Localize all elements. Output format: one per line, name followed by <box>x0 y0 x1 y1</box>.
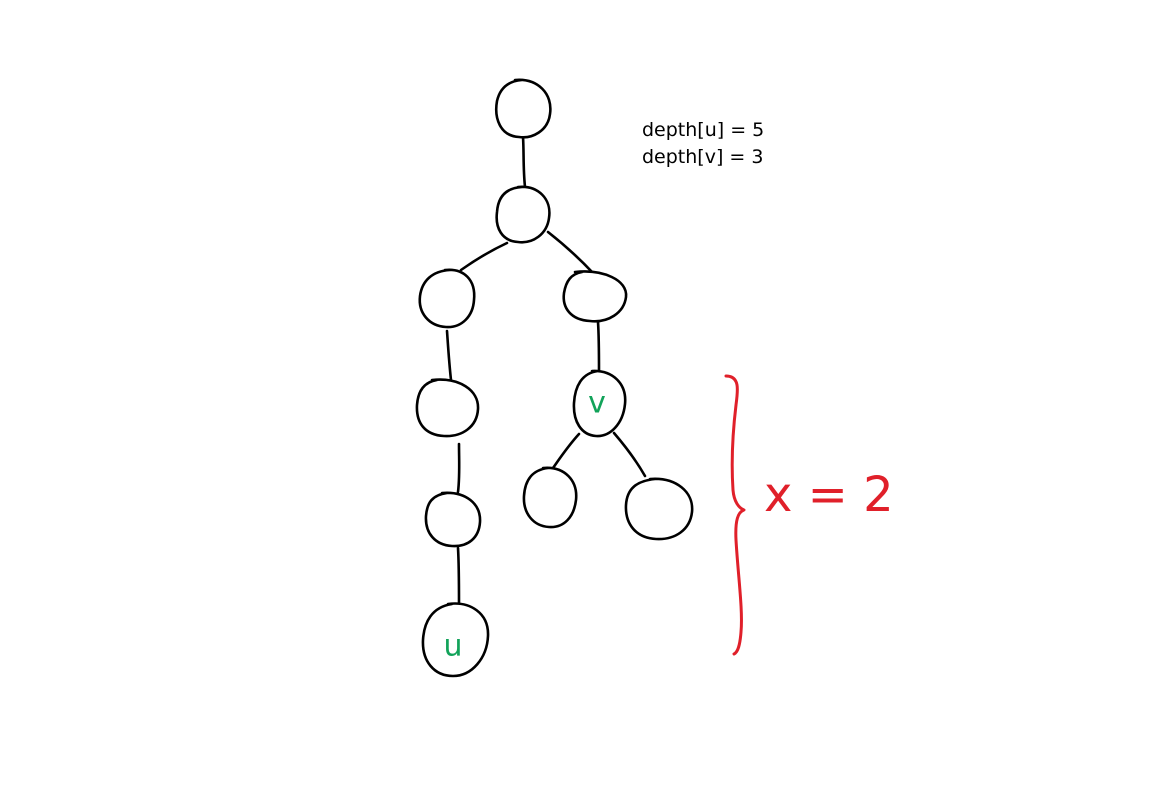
tree-node-right-level-2 <box>562 270 628 323</box>
tree-node-left-level-2 <box>418 268 476 329</box>
tree-node-left-level-3 <box>415 378 480 438</box>
tree-node-v-left-child <box>522 466 578 529</box>
tree-node-level-1 <box>495 185 551 244</box>
curly-brace <box>724 374 746 656</box>
nodes <box>415 78 694 678</box>
depth-v-note: depth[v] = 3 <box>642 146 763 168</box>
difference-label: x = 2 <box>764 467 894 523</box>
edge-n1-n5 <box>546 230 595 275</box>
node-u-label: u <box>443 629 462 664</box>
depth-u-note: depth[u] = 5 <box>642 119 764 141</box>
edge-n5-v <box>596 320 601 374</box>
tree-node-left-level-4 <box>424 491 482 548</box>
node-v-label: v <box>588 386 606 421</box>
tree-node-root <box>495 78 552 139</box>
edge-n2-n3 <box>445 329 453 382</box>
tree-node-v-right-child <box>624 477 694 541</box>
edge-v-n6 <box>551 432 581 470</box>
edges <box>445 135 647 606</box>
tree-node-v <box>572 369 627 438</box>
edge-n1-n2 <box>459 241 509 272</box>
edge-n4-u <box>456 546 461 606</box>
tree-node-u <box>421 602 490 678</box>
edge-n3-n4 <box>456 442 461 494</box>
edge-v-n7 <box>612 431 647 478</box>
edge-root-n1 <box>521 135 527 189</box>
